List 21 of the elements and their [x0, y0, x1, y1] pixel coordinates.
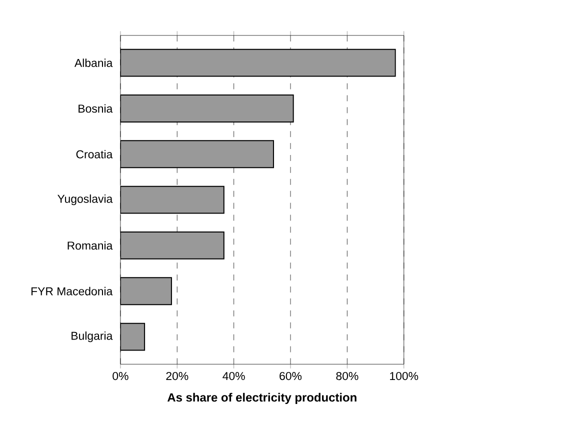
bar	[120, 48, 396, 77]
x-axis-title: As share of electricity production	[167, 392, 356, 404]
bar	[120, 186, 224, 214]
bar	[120, 322, 146, 351]
bar	[120, 94, 294, 123]
x-tick-label: 60%	[280, 372, 302, 380]
x-tick-label: 0%	[112, 372, 128, 380]
bar	[120, 277, 172, 306]
y-tick-label: Yugoslavia	[58, 194, 113, 206]
y-tick-label: FYR Macedonia	[31, 286, 113, 296]
y-tick-label: Croatia	[76, 150, 113, 158]
x-tick-label: 80%	[336, 372, 358, 380]
x-tick-label: 20%	[166, 372, 188, 380]
y-tick-label: Albania	[74, 58, 113, 68]
y-tick-label: Romania	[68, 241, 113, 250]
bar	[120, 140, 274, 168]
x-tick-label: 40%	[222, 372, 245, 380]
x-tick-label: 100%	[390, 372, 418, 380]
y-tick-label: Bosnia	[78, 104, 113, 113]
bar	[120, 232, 224, 260]
y-tick-label: Bulgaria	[72, 332, 113, 342]
